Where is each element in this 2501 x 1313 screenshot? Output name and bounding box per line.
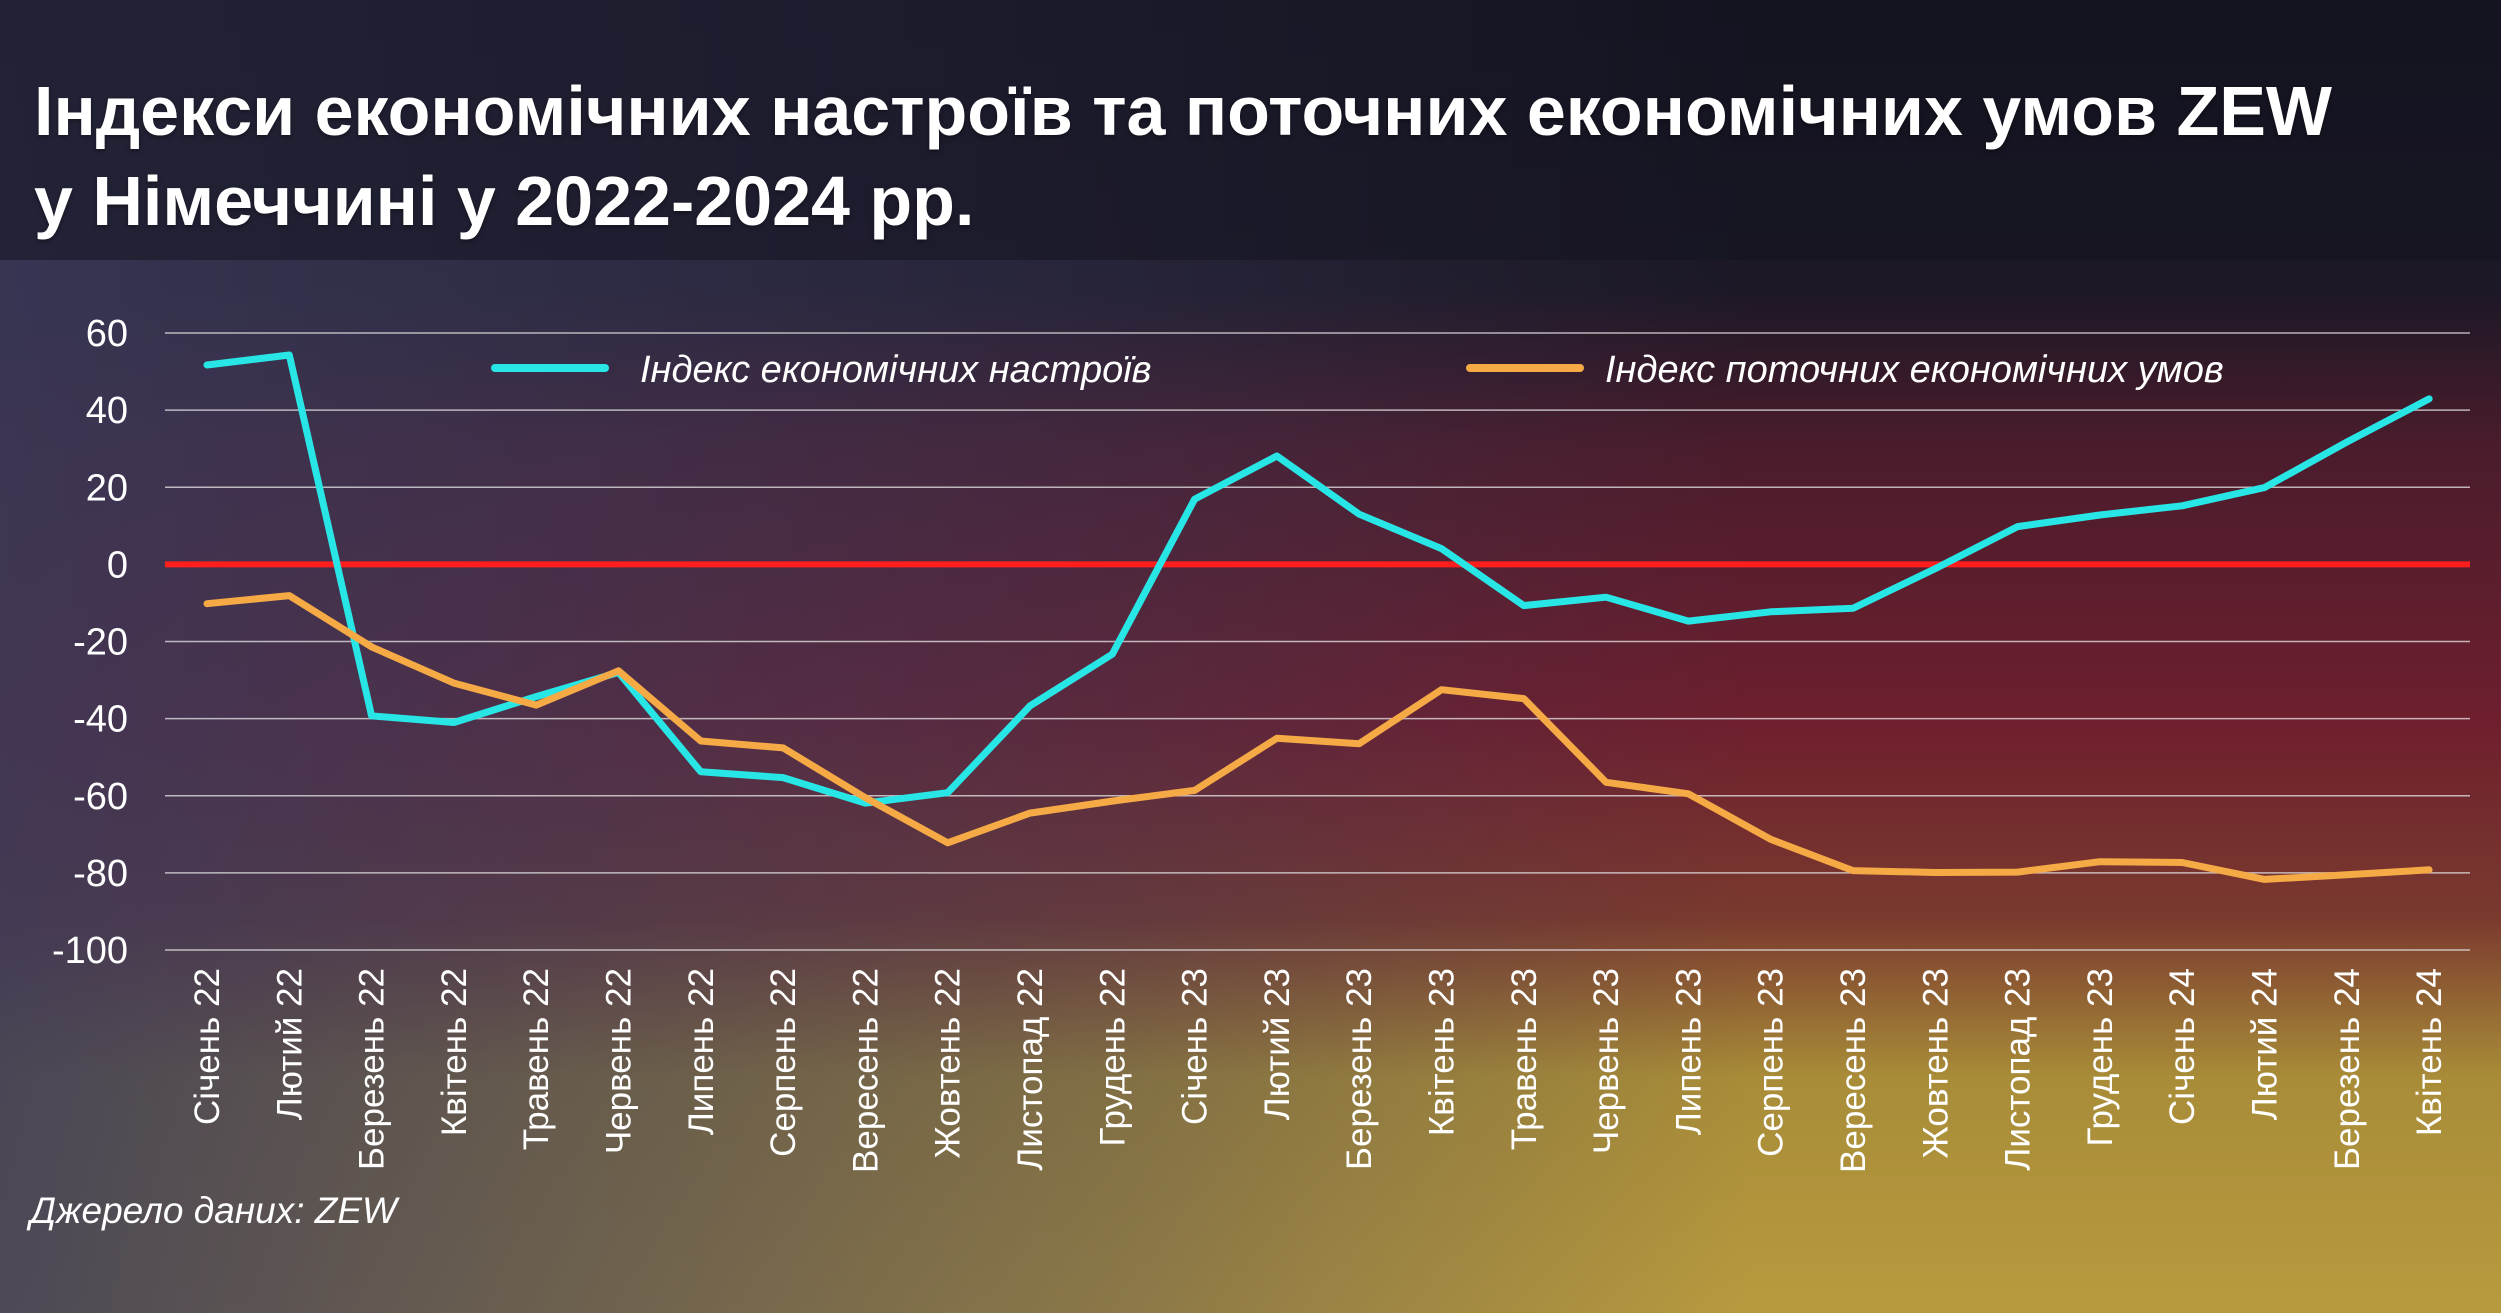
x-tick-label: Березень 23 [1340,968,1379,1170]
y-tick-label: 0 [107,544,128,586]
x-tick-label: Лютий 22 [270,968,309,1120]
x-tick-label: Вересень 23 [1834,968,1873,1173]
x-tick-label: Жовтень 22 [929,968,968,1159]
chart-title: Індекси економічних настроїв та поточних… [34,66,2474,246]
x-tick-label: Січень 23 [1176,968,1215,1125]
legend-label: Індекс поточних економічних умов [1605,349,2224,391]
y-tick-label: 20 [86,467,128,509]
x-tick-label: Квітень 22 [435,968,474,1136]
legend: Індекс економічних настроїв Індекс поточн… [491,349,2224,391]
y-tick-label: -60 [73,776,128,818]
series-lines [203,351,2433,883]
y-tick-label: 60 [86,313,128,355]
x-tick-label: Серпень 23 [1752,968,1791,1157]
sentiment-index-line [203,351,2433,807]
x-tick-label: Листопад 22 [1011,968,1050,1171]
x-tick-label: Березень 22 [353,968,392,1170]
x-tick-label: Квітень 23 [1423,968,1462,1136]
title-line-2: у Німеччині у 2022-2024 рр. [34,162,975,240]
y-axis: 60 40 20 0 -20 -40 -60 -80 -100 [52,313,128,972]
y-tick-label: -40 [73,699,128,741]
conditions-index-line [203,592,2433,883]
x-tick-label: Липень 23 [1669,968,1708,1135]
x-tick-label: Липень 22 [682,968,721,1135]
x-tick-label: Червень 22 [600,968,639,1154]
data-source-note: Джерело даних: ZEW [30,1190,397,1231]
x-tick-label: Грудень 22 [1093,968,1132,1147]
x-tick-label: Жовтень 23 [1916,968,1955,1159]
x-tick-label: Вересень 22 [846,968,885,1173]
x-tick-label: Лютий 23 [1258,968,1297,1120]
x-tick-label: Червень 23 [1587,968,1626,1154]
x-tick-label: Серпень 22 [764,968,803,1157]
x-tick-label: Травень 23 [1505,968,1544,1150]
x-tick-label: Травень 22 [517,968,556,1150]
x-tick-label: Грудень 23 [2081,968,2120,1147]
y-tick-label: -80 [73,853,128,895]
y-tick-label: 40 [86,390,128,432]
gridlines [165,332,2470,951]
title-line-1: Індекси економічних настроїв та поточних… [34,72,2332,150]
legend-label: Індекс економічних настроїв [640,349,1152,391]
x-tick-label: Квітень 24 [2410,968,2449,1136]
x-tick-label: Січень 24 [2163,968,2202,1125]
x-tick-label: Січень 22 [188,968,227,1125]
x-tick-label: Лютий 24 [2246,968,2285,1120]
y-tick-label: -20 [73,622,128,664]
x-axis: Січень 22 Лютий 22 Березень 22 Квітень 22 Тр… [188,968,2449,1173]
x-tick-label: Березень 24 [2328,968,2367,1170]
y-tick-label: -100 [52,930,128,972]
x-tick-label: Листопад 23 [1999,968,2038,1171]
